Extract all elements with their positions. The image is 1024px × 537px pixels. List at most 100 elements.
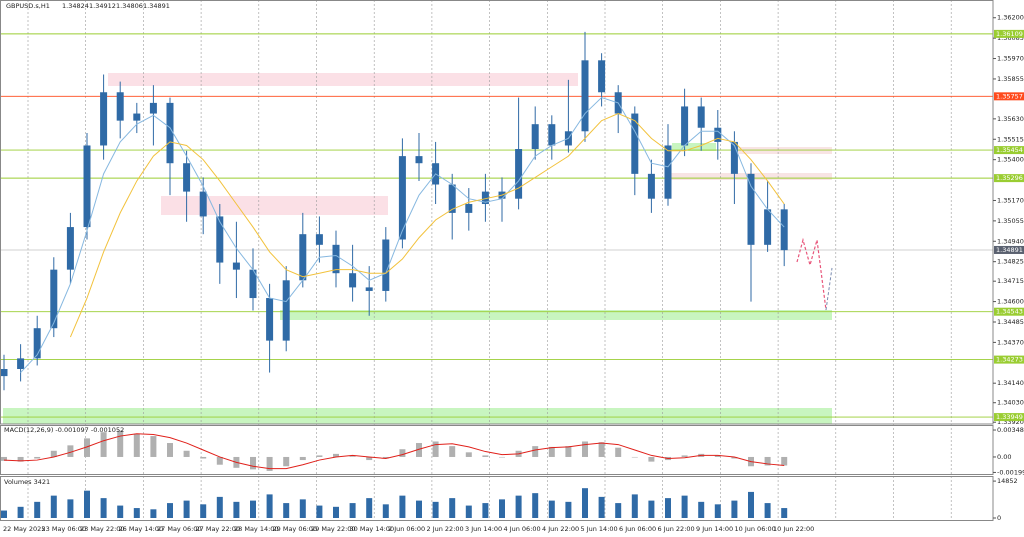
y-tick-label: 14852	[997, 477, 1018, 485]
candle-body	[266, 298, 274, 341]
macd-bar	[216, 456, 223, 465]
macd-bar	[117, 430, 124, 457]
volume-bar	[1, 510, 7, 518]
macd-bar	[366, 456, 373, 461]
candle-body	[100, 92, 108, 146]
candle-body	[448, 184, 456, 213]
macd-bar	[432, 441, 439, 457]
macd-bar	[399, 449, 406, 457]
panel-frame	[0, 425, 994, 475]
x-tick-label: 10 Jun 06:00	[735, 525, 776, 533]
candle-body	[764, 209, 772, 245]
macd-bar	[465, 452, 472, 457]
volume-bar	[333, 506, 339, 518]
level-label-box	[994, 92, 1024, 101]
macd-bar	[681, 455, 688, 457]
candle-body	[780, 209, 788, 251]
x-tick-label: 30 May 14:00	[350, 525, 395, 533]
macd-bar	[764, 456, 771, 466]
x-tick-label: 22 May 2025	[3, 525, 45, 533]
macd-bar	[714, 455, 721, 457]
macd-bar	[84, 438, 90, 457]
plot	[0, 31, 788, 518]
y-tick-label: 1.35630	[997, 115, 1024, 123]
x-tick-label: 10 Jun 22:00	[773, 525, 814, 533]
volume-bar	[366, 498, 373, 518]
y-tick-label: 1.34600	[997, 298, 1024, 306]
x-tick-label: 27 May 22:00	[196, 525, 241, 533]
level-label-box	[994, 29, 1024, 38]
header-value: 1.34891	[143, 2, 170, 10]
macd-bar	[333, 453, 339, 457]
volume-bar	[34, 501, 41, 518]
candle-body	[216, 216, 224, 263]
volume-bar	[582, 488, 588, 518]
candle-body	[664, 145, 672, 199]
demand-zone	[3, 408, 832, 424]
macd-bar	[449, 446, 456, 457]
x-tick-label: 6 Jun 22:00	[658, 525, 695, 533]
volume-bar	[399, 495, 406, 518]
volume-bar	[382, 504, 389, 518]
y-tick-label: 0.003481	[997, 426, 1024, 434]
y-tick-label: 1.34940	[997, 237, 1024, 245]
macd-bar	[50, 450, 57, 457]
macd-bar	[150, 436, 157, 457]
volume-bar	[781, 508, 788, 518]
y-tick-label: 1.35400	[997, 156, 1024, 164]
y-tick-label: 1.34030	[997, 399, 1024, 407]
volume-bar	[349, 503, 356, 518]
demand-zone	[280, 310, 832, 320]
candle-body	[83, 145, 91, 228]
macd-bar	[548, 446, 555, 457]
volume-bar	[532, 493, 539, 518]
x-tick-label: 26 May 14:00	[119, 525, 164, 533]
macd-bar	[499, 456, 505, 458]
volume-bar	[764, 503, 771, 518]
volume-bar	[598, 496, 605, 518]
candle-body	[548, 124, 556, 146]
volume-bar	[499, 499, 505, 518]
macd-bar	[17, 456, 24, 462]
candle-body	[232, 262, 240, 270]
macd-bar	[283, 456, 290, 467]
candle-body	[398, 156, 406, 240]
candle-body	[349, 273, 357, 288]
candle-body	[465, 204, 473, 213]
y-tick-label: 0	[997, 514, 1001, 522]
x-tick-label: 29 May 06:00	[273, 525, 318, 533]
volume-bar	[216, 496, 223, 518]
candle-body	[116, 92, 124, 121]
candle-body	[631, 113, 639, 174]
candle-body	[166, 102, 174, 164]
panel-frame	[0, 476, 994, 521]
x-tick-label: 29 May 22:00	[311, 525, 356, 533]
y-tick-label: 1.35855	[997, 75, 1024, 83]
y-tick-label: 1.34140	[997, 379, 1024, 387]
volume-bar	[681, 495, 688, 518]
volume-bar	[183, 500, 190, 518]
macd-bar	[34, 456, 41, 459]
candle-body	[730, 141, 738, 174]
macd-bar	[565, 446, 572, 457]
volume-bar	[731, 500, 738, 518]
candle-body	[50, 269, 58, 329]
candle-body	[365, 287, 373, 291]
macd-bar	[648, 456, 655, 462]
level-label-box	[994, 413, 1024, 422]
candle-body	[149, 102, 157, 114]
macd-bar	[615, 447, 622, 457]
volume-bar	[615, 503, 622, 518]
demand-zone	[672, 143, 716, 151]
candle-body	[199, 191, 207, 217]
volume-bar	[565, 501, 572, 518]
volume-bar	[100, 498, 107, 518]
volume-bar	[416, 500, 422, 518]
candle-body	[133, 113, 141, 121]
volume-bar	[316, 505, 323, 518]
y-tick-label: 1.34825	[997, 258, 1024, 266]
macd-bar	[349, 456, 356, 457]
volume-label: Volumes 3421	[4, 478, 50, 486]
candle-body	[183, 163, 191, 192]
level-label: 1.34273	[996, 356, 1023, 364]
